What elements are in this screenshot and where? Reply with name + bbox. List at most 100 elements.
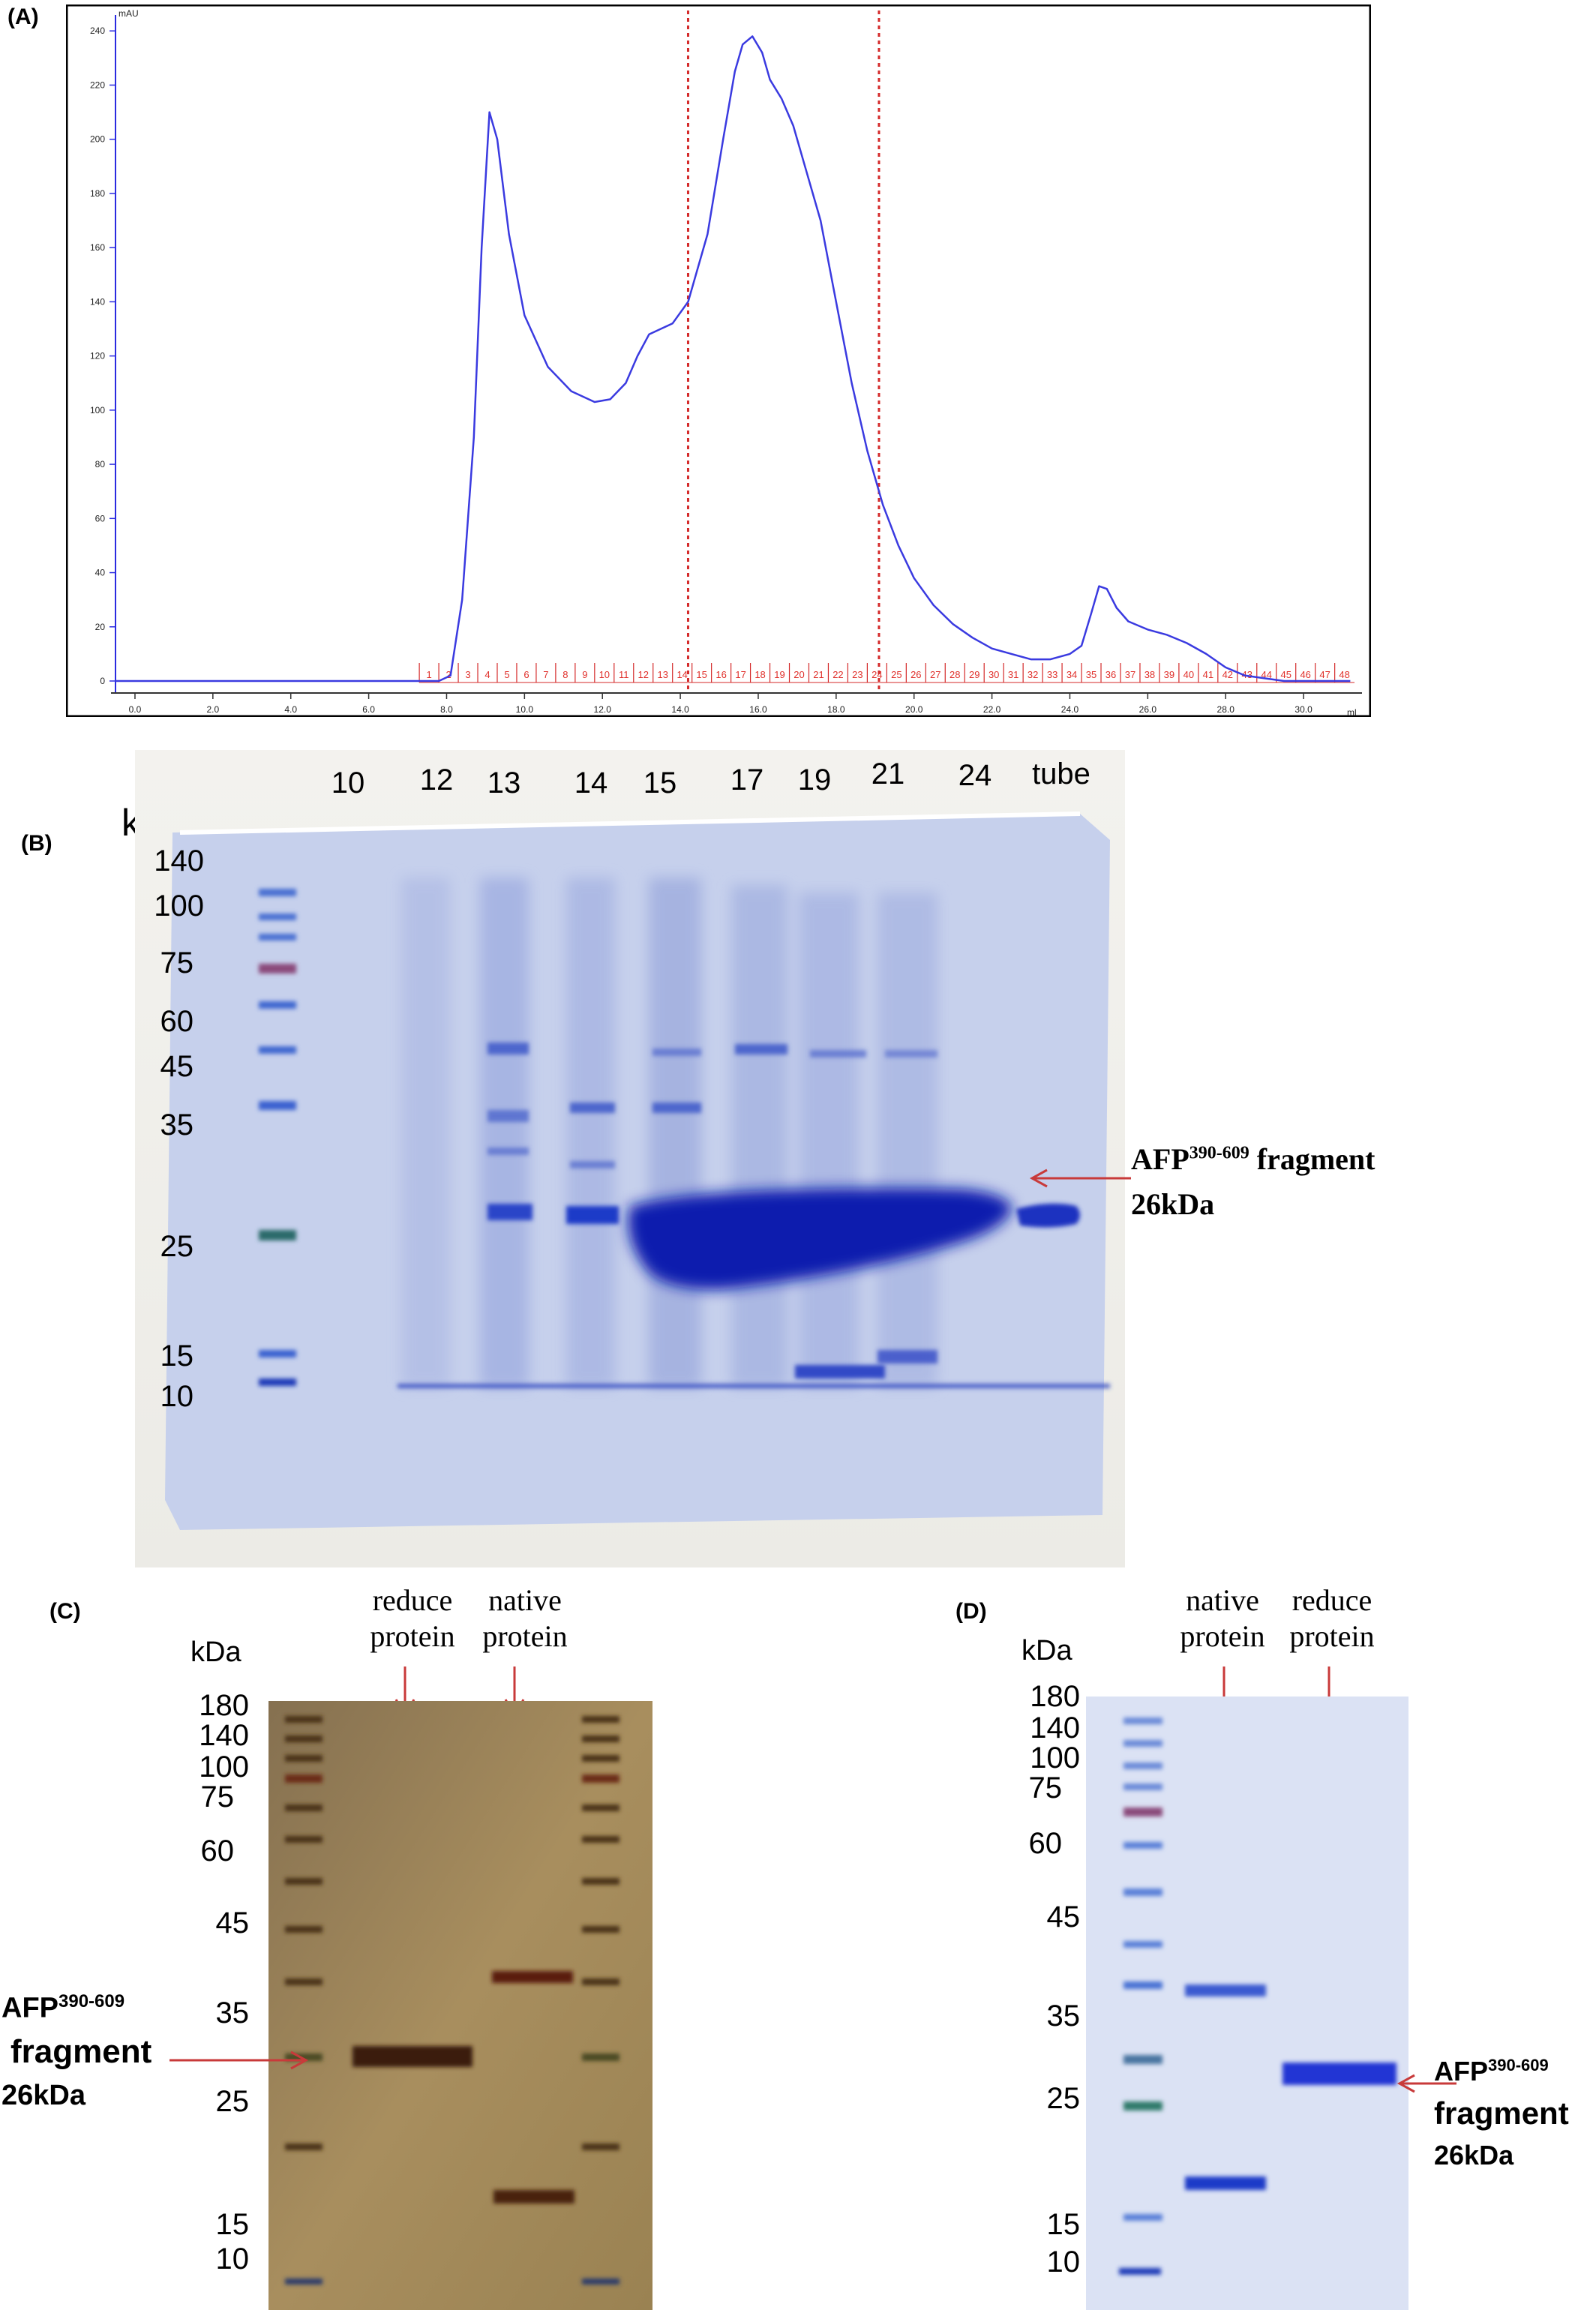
annotation-word: fragment bbox=[1434, 2096, 1569, 2131]
fraction-number: 13 bbox=[657, 669, 668, 680]
ladder-band bbox=[259, 934, 296, 940]
ladder-label: 45 bbox=[160, 1050, 194, 1083]
gel-band bbox=[492, 1971, 573, 1983]
fraction-number: 19 bbox=[774, 669, 784, 680]
fraction-number: 33 bbox=[1047, 669, 1058, 680]
annotation-word: fragment bbox=[10, 2032, 152, 2070]
ladder-label: 15 bbox=[160, 1340, 194, 1372]
fraction-number: 37 bbox=[1125, 669, 1136, 680]
fraction-number: 41 bbox=[1203, 669, 1214, 680]
fraction-number: 27 bbox=[930, 669, 940, 680]
gel-band bbox=[570, 1161, 615, 1168]
fraction-number: 47 bbox=[1319, 669, 1330, 680]
lane-smears-b bbox=[401, 878, 938, 1388]
x-tick-label: 28.0 bbox=[1217, 704, 1235, 715]
ladder-label: 35 bbox=[215, 1996, 250, 2030]
col-label-native-d: native protein bbox=[1148, 1582, 1298, 1654]
main-bands-b bbox=[488, 1188, 1080, 1378]
x-tick-label: 24.0 bbox=[1061, 704, 1079, 715]
fraction-number: 6 bbox=[524, 669, 529, 680]
panel-c-label: (C) bbox=[50, 1599, 81, 1624]
col-label-line: protein bbox=[482, 1619, 568, 1653]
ladder-label: 10 bbox=[1046, 2246, 1081, 2278]
x-tick-label: 12.0 bbox=[594, 704, 612, 715]
fraction-number: 28 bbox=[950, 669, 960, 680]
gel-band bbox=[494, 2190, 574, 2204]
fraction-number: 3 bbox=[465, 669, 470, 680]
col-label-line: reduce bbox=[1292, 1583, 1372, 1617]
ladder-label: 10 bbox=[215, 2242, 250, 2276]
ladder-label: 100 bbox=[199, 1750, 249, 1784]
ladder-label: 100 bbox=[1030, 1742, 1080, 1774]
ladder-label: 15 bbox=[1046, 2208, 1081, 2241]
silver-gel-c bbox=[268, 1701, 652, 2310]
fraction-number: 7 bbox=[543, 669, 548, 680]
x-tick-label: 10.0 bbox=[516, 704, 534, 715]
annotation-size: 26kDa bbox=[2, 2079, 86, 2111]
lane-label: 24 bbox=[958, 759, 992, 792]
annotation-sup: 390-609 bbox=[1189, 1143, 1250, 1163]
ladder-label: 25 bbox=[160, 1230, 194, 1263]
y-tick-label: 160 bbox=[90, 242, 105, 253]
lane-label: tube bbox=[1032, 758, 1090, 790]
gel-band bbox=[652, 1048, 701, 1056]
ladder-band bbox=[259, 914, 296, 920]
ladder-label: 60 bbox=[1028, 1827, 1063, 1860]
fraction-number: 12 bbox=[638, 669, 649, 680]
annotation-size-b: 26kDa bbox=[1131, 1187, 1215, 1221]
annotation-sup: 390-609 bbox=[1488, 2056, 1549, 2074]
ladder-band bbox=[259, 1350, 296, 1358]
ladder-band bbox=[259, 1001, 296, 1009]
fraction-number: 23 bbox=[852, 669, 862, 680]
fraction-number: 32 bbox=[1028, 669, 1038, 680]
gel-band bbox=[885, 1050, 938, 1058]
fraction-number: 8 bbox=[562, 669, 568, 680]
ladder-label: 35 bbox=[1046, 2000, 1081, 2032]
x-tick-label: 18.0 bbox=[827, 704, 845, 715]
x-tick-label: 20.0 bbox=[905, 704, 923, 715]
red-arrow-d bbox=[1396, 2074, 1456, 2093]
fraction-number: 39 bbox=[1164, 669, 1174, 680]
ladder-band bbox=[259, 964, 296, 974]
ladder-band bbox=[259, 1101, 296, 1110]
ladder-bands-b bbox=[259, 889, 296, 1386]
ladder-label: 60 bbox=[200, 1834, 235, 1868]
annotation-name: AFP bbox=[1131, 1142, 1190, 1176]
fraction-number: 29 bbox=[969, 669, 980, 680]
x-unit-label: ml bbox=[1347, 707, 1357, 717]
annotation-sup: 390-609 bbox=[58, 1991, 125, 2012]
x-tick-label: 6.0 bbox=[362, 704, 375, 715]
sds-gel-b bbox=[135, 750, 1125, 1568]
gel-band bbox=[1016, 1203, 1080, 1228]
fraction-number: 22 bbox=[832, 669, 843, 680]
fraction-number: 48 bbox=[1339, 669, 1349, 680]
col-label-line: protein bbox=[1180, 1619, 1265, 1653]
fraction-number: 2 bbox=[446, 669, 451, 680]
fraction-number: 18 bbox=[754, 669, 765, 680]
col-label-line: reduce bbox=[372, 1583, 453, 1617]
gel-band bbox=[735, 1044, 788, 1054]
fraction-number: 9 bbox=[582, 669, 587, 680]
ladder-label: 15 bbox=[215, 2208, 250, 2241]
x-tick-label: 4.0 bbox=[284, 704, 297, 715]
ladder-bands-d bbox=[1119, 1718, 1162, 2275]
fraction-number: 35 bbox=[1086, 669, 1096, 680]
panel-a-label: (A) bbox=[8, 4, 39, 29]
annotation-word: fragment bbox=[1249, 1142, 1376, 1176]
x-tick-label: 8.0 bbox=[440, 704, 453, 715]
fraction-number: 14 bbox=[676, 669, 687, 680]
y-tick-label: 0 bbox=[100, 676, 105, 686]
ladder-label: 75 bbox=[1028, 1772, 1063, 1804]
annotation-size: 26kDa bbox=[1434, 2140, 1514, 2170]
fraction-number: 26 bbox=[910, 669, 921, 680]
fraction-number: 21 bbox=[813, 669, 824, 680]
panel-b-label: (B) bbox=[21, 831, 52, 856]
gel-band bbox=[795, 1365, 885, 1378]
gel-band bbox=[352, 2046, 472, 2067]
ladder-band bbox=[259, 1378, 296, 1386]
col-label-reduce-d: reduce protein bbox=[1257, 1582, 1407, 1654]
y-tick-label: 40 bbox=[95, 568, 106, 578]
panel-d-label: (D) bbox=[956, 1599, 987, 1624]
y-tick-label: 180 bbox=[90, 188, 105, 199]
gel-band bbox=[398, 1384, 1110, 1388]
